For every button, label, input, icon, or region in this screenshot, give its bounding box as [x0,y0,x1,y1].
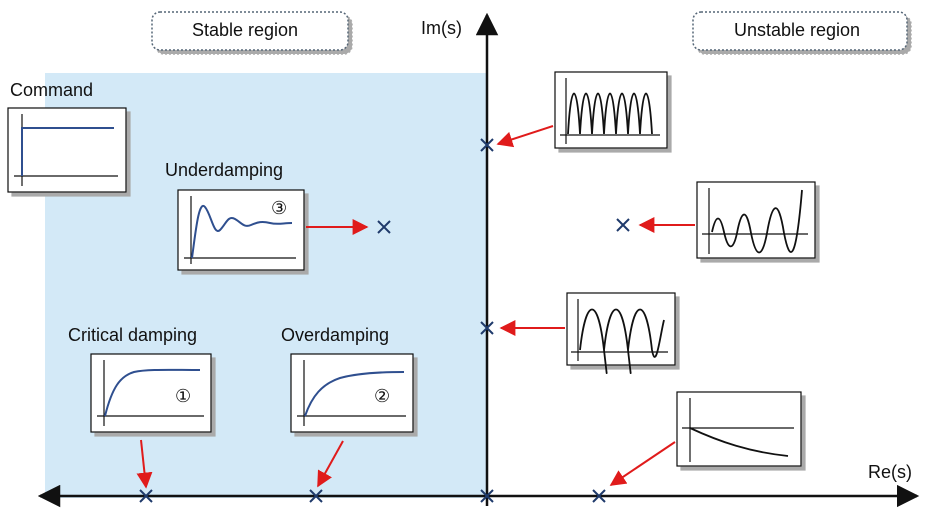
arrow-to-upper-imaginary-pole [496,125,554,148]
command-step-plot [7,107,127,193]
imaginary-axis-label: Im(s) [421,18,462,38]
pole-overdamped-cross-icon [309,489,323,503]
overdamping-label: Overdamping [281,325,389,345]
arrow-to-critical-pole [136,439,153,489]
pure-oscillation-plot-upper [554,71,668,149]
overdamping-marker: ② [374,386,390,406]
overdamping-plot: ② [290,353,414,433]
critical-damping-marker: ① [175,386,191,406]
pole-unstable-complex-cross-icon [616,218,630,232]
pole-lower-imaginary-cross-icon [480,321,494,335]
real-axis-label: Re(s) [868,462,912,482]
pole-underdamped-cross-icon [377,220,391,234]
critical-damping-plot: ① [90,353,212,433]
arrow-to-overdamped-pole [317,440,344,488]
stable-region-label-box: Stable region [151,11,349,51]
underdamping-plot: ③ [177,189,305,271]
pole-positive-real-cross-icon [592,489,606,503]
underdamping-marker: ③ [271,198,287,218]
critical-damping-label: Critical damping [68,325,197,345]
command-label: Command [10,80,93,100]
unstable-region-label-box: Unstable region [692,11,908,51]
pole-origin-cross-icon [480,489,494,503]
pure-oscillation-plot-lower [566,292,676,374]
exponential-growth-plot [676,391,802,467]
pole-critical-cross-icon [139,489,153,503]
pole-upper-imaginary-cross-icon [480,138,494,152]
stable-region-label: Stable region [192,20,298,40]
unstable-region-label: Unstable region [734,20,860,40]
underdamping-label: Underdamping [165,160,283,180]
growing-oscillation-plot [696,181,816,259]
arrow-to-positive-real-pole [609,441,676,486]
